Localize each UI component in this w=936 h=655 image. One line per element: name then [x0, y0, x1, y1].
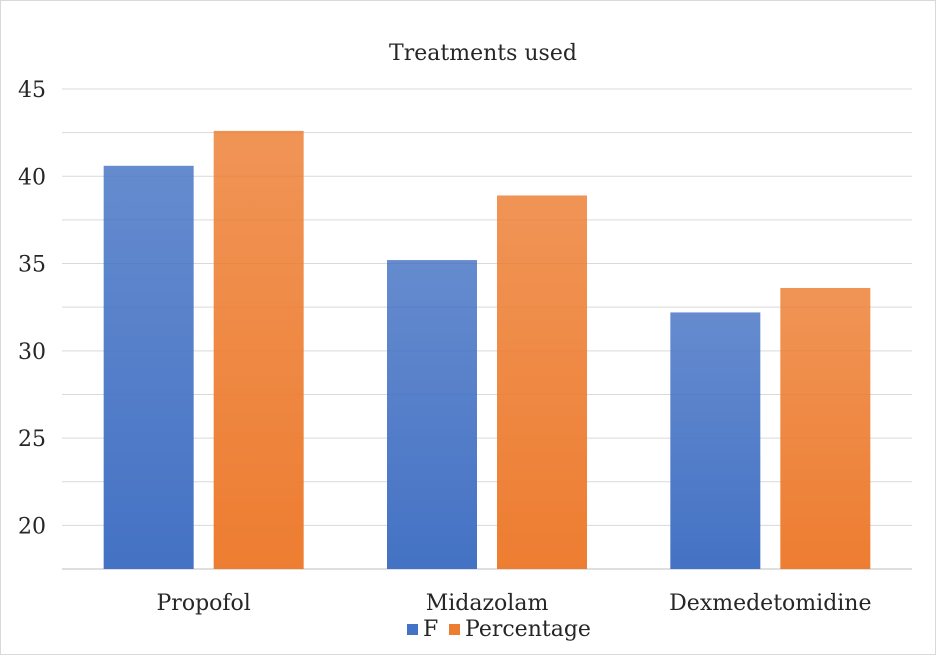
- bar-f-midazolam: [387, 260, 477, 569]
- legend-swatch: [407, 624, 418, 635]
- bar-f-dexmedetomidine: [670, 312, 761, 569]
- bar-percentage-propofol: [213, 130, 304, 569]
- x-category-label: Propofol: [157, 591, 251, 616]
- y-tick-label: 20: [18, 514, 46, 539]
- y-tick-label: 30: [18, 340, 46, 365]
- x-category-label: Midazolam: [426, 591, 549, 616]
- x-axis-categories: Propofol Midazolam Dexmedetomidine: [157, 591, 872, 616]
- bars: [103, 130, 871, 570]
- bar-f-propofol: [103, 165, 194, 570]
- gridlines: [62, 88, 912, 570]
- bar-percentage-midazolam: [497, 195, 587, 570]
- y-tick-label: 40: [18, 165, 46, 190]
- legend-swatch: [449, 624, 460, 635]
- y-tick-label: 45: [18, 78, 46, 103]
- y-tick-label: 35: [18, 253, 46, 278]
- y-tick-label: 25: [18, 427, 46, 452]
- y-axis-ticks: 20 25 30 35 40 45: [18, 78, 46, 539]
- legend: F Percentage: [407, 617, 591, 642]
- x-category-label: Dexmedetomidine: [669, 591, 871, 616]
- legend-label: Percentage: [465, 617, 591, 642]
- legend-label: F: [423, 617, 438, 642]
- bar-percentage-dexmedetomidine: [780, 287, 871, 569]
- chart-title: Treatments used: [389, 41, 577, 66]
